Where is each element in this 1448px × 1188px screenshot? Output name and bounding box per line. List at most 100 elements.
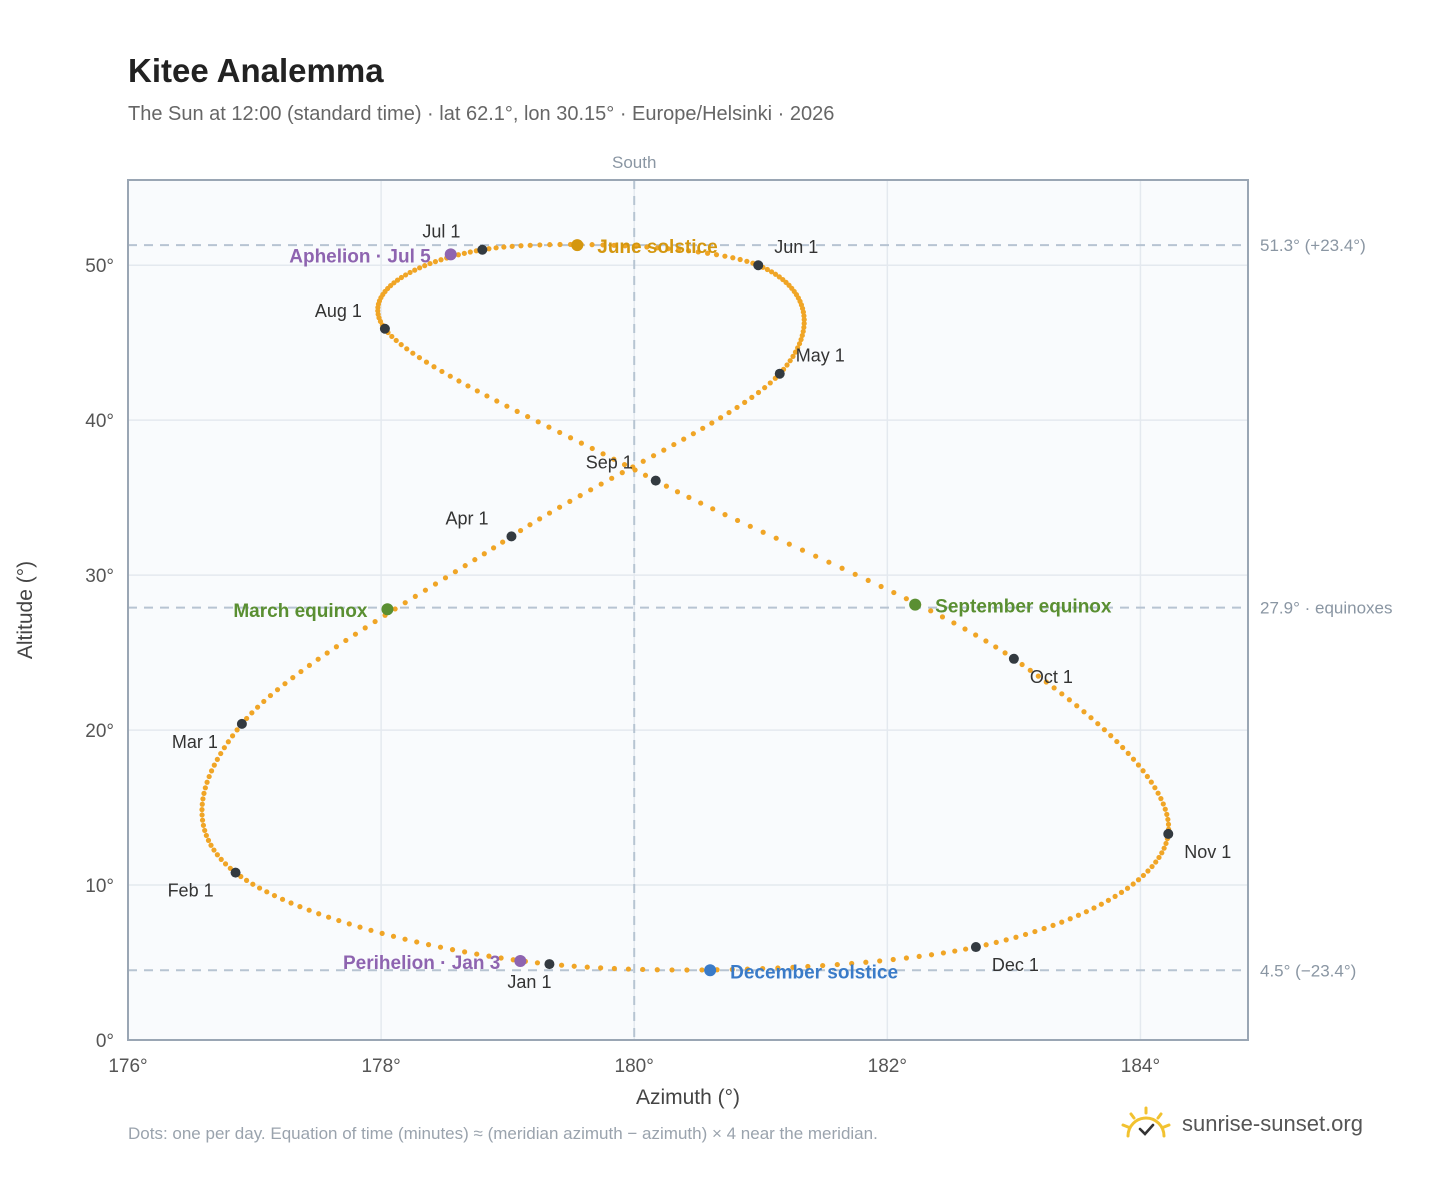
- daily-dot: [798, 336, 804, 343]
- daily-dot: [474, 951, 480, 957]
- daily-dot: [1144, 773, 1150, 780]
- daily-dot: [1135, 877, 1142, 883]
- daily-dot: [504, 403, 510, 409]
- daily-dot: [498, 955, 504, 961]
- daily-dot: [417, 265, 423, 271]
- daily-dot: [686, 494, 692, 500]
- meridian-label: South: [612, 153, 656, 172]
- daily-dot: [414, 939, 420, 945]
- daily-dot: [537, 242, 543, 248]
- daily-dot: [734, 517, 741, 524]
- daily-dot: [709, 420, 715, 426]
- month-label: May 1: [796, 346, 845, 366]
- daily-dot: [403, 272, 409, 278]
- month-marker: [544, 959, 555, 970]
- daily-dot: [200, 796, 206, 802]
- daily-dot: [379, 930, 385, 936]
- daily-dot: [306, 662, 313, 669]
- event-markers: June solstice December solstice March equi…: [233, 237, 1112, 983]
- daily-dot: [1130, 881, 1136, 887]
- daily-dot: [274, 687, 281, 693]
- daily-dot: [878, 583, 884, 590]
- brand[interactable]: sunrise-sunset.org: [1120, 1104, 1363, 1144]
- daily-dot: [1165, 816, 1171, 823]
- reference-line-label: 4.5° (−23.4°): [1260, 961, 1356, 980]
- event-marker: [704, 964, 717, 977]
- daily-dot: [749, 394, 755, 400]
- daily-dot: [744, 966, 751, 972]
- daily-dot: [297, 904, 303, 910]
- daily-dot: [776, 274, 782, 280]
- daily-dot: [1124, 885, 1131, 891]
- daily-dot: [939, 614, 946, 620]
- daily-dot: [1027, 667, 1033, 673]
- daily-dot: [1083, 909, 1089, 915]
- plot-background: [128, 180, 1248, 1040]
- daily-dot: [390, 933, 397, 939]
- daily-dot: [1149, 863, 1155, 870]
- daily-dot: [336, 917, 342, 924]
- daily-dot: [951, 620, 957, 626]
- month-marker: [753, 260, 764, 271]
- daily-dot: [1101, 727, 1107, 733]
- daily-dot: [734, 404, 740, 411]
- daily-dot: [916, 953, 922, 960]
- daily-dot: [352, 631, 359, 637]
- event-label: March equinox: [233, 601, 368, 622]
- daily-dot: [452, 569, 458, 575]
- month-marker: [379, 323, 390, 334]
- daily-dot: [598, 481, 604, 487]
- daily-dot: [199, 801, 205, 807]
- daily-dot: [204, 779, 210, 785]
- daily-dot: [578, 440, 584, 446]
- daily-dot: [1118, 889, 1125, 895]
- daily-dot: [699, 967, 705, 973]
- month-marker: [230, 867, 241, 878]
- daily-dot: [737, 256, 743, 263]
- daily-dot: [261, 698, 267, 705]
- daily-dot: [784, 362, 790, 368]
- daily-dot: [722, 512, 728, 518]
- daily-dot: [517, 527, 524, 534]
- reference-line-label: 27.9° · equinoxes: [1260, 599, 1393, 618]
- daily-dot: [1164, 811, 1170, 817]
- daily-dot: [1155, 790, 1161, 796]
- daily-dot: [663, 483, 670, 489]
- daily-dot: [903, 955, 909, 961]
- daily-dot: [493, 245, 499, 251]
- daily-dot: [1032, 928, 1038, 935]
- daily-dot: [218, 750, 224, 757]
- daily-dot: [392, 606, 398, 612]
- daily-dot: [772, 271, 779, 277]
- daily-dot: [891, 589, 897, 596]
- daily-dot: [890, 956, 896, 963]
- x-tick-label: 182°: [868, 1056, 907, 1077]
- daily-dot: [611, 965, 617, 972]
- brand-name[interactable]: sunrise-sunset.org: [1182, 1111, 1363, 1136]
- daily-dot: [425, 942, 432, 948]
- daily-dot: [1019, 661, 1025, 668]
- daily-dot: [632, 467, 638, 473]
- daily-dot: [456, 378, 462, 384]
- daily-dot: [474, 388, 480, 394]
- daily-dot: [790, 964, 796, 970]
- daily-dot: [1002, 650, 1008, 656]
- daily-dot: [432, 259, 439, 265]
- daily-dot: [1051, 685, 1057, 691]
- daily-dot: [1105, 897, 1111, 903]
- daily-dot: [494, 398, 500, 404]
- month-label: Jun 1: [774, 237, 818, 257]
- month-label: Feb 1: [168, 881, 214, 901]
- event-label: June solstice: [597, 237, 717, 258]
- daily-dot: [940, 950, 947, 956]
- daily-dot: [726, 409, 732, 416]
- daily-dot: [218, 856, 224, 862]
- daily-dot: [792, 349, 799, 355]
- daily-dot: [650, 453, 657, 459]
- daily-dot: [398, 274, 405, 281]
- daily-dot: [621, 461, 628, 468]
- daily-dot: [546, 510, 553, 516]
- daily-dot: [863, 959, 869, 965]
- daily-dot: [799, 332, 805, 339]
- daily-dot: [234, 727, 240, 733]
